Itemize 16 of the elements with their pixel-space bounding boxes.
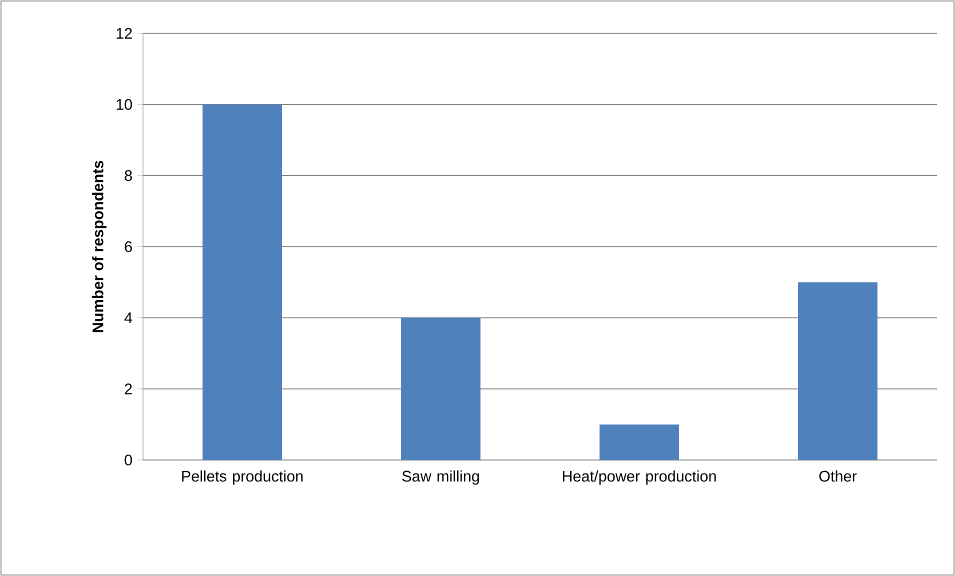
y-tick-label: 12 xyxy=(116,28,132,39)
x-tick-label: Heat/power production xyxy=(562,470,716,485)
y-tick-label: 4 xyxy=(124,312,132,324)
y-axis-title: Number of respondents xyxy=(92,160,106,332)
x-tick-label: Other xyxy=(819,470,857,482)
x-tick-label: Saw milling xyxy=(402,470,479,485)
bar xyxy=(600,424,679,460)
y-tick-label: 10 xyxy=(116,99,132,110)
y-tick-label: 2 xyxy=(124,384,132,394)
y-tick-label: 8 xyxy=(124,170,132,181)
y-tick-label: 0 xyxy=(124,454,132,466)
y-tick-label: 6 xyxy=(124,241,132,252)
bar xyxy=(202,104,282,460)
bar xyxy=(401,318,480,460)
bar xyxy=(798,282,878,460)
x-tick-label: Pellets production xyxy=(182,470,303,485)
